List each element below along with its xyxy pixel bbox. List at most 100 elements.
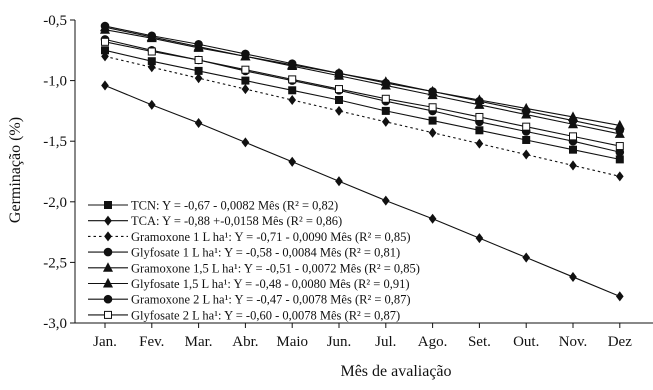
legend-marker (103, 294, 113, 304)
data-point (335, 176, 343, 187)
y-tick-label: -0,5 (43, 13, 67, 29)
series-line (104, 38, 620, 153)
data-point (522, 135, 531, 144)
data-point (335, 95, 343, 104)
x-tick-label: Set. (468, 334, 491, 350)
x-tick-label: Maio (276, 334, 308, 350)
series-2 (101, 80, 624, 302)
data-point (475, 138, 484, 149)
legend-label: Gramoxone 1 L ha¹: Y = -0,71 - 0,0090 Mê… (131, 230, 411, 244)
legend-marker (104, 231, 112, 242)
series-7 (100, 21, 625, 135)
series-line (104, 84, 621, 297)
data-point (194, 55, 203, 64)
series-line (104, 29, 620, 126)
data-point (241, 76, 250, 85)
x-tick-label: Nov. (559, 334, 588, 350)
y-tick-label: -1,0 (43, 74, 67, 90)
data-point (288, 94, 297, 106)
data-point (101, 51, 109, 62)
legend-marker (104, 215, 112, 226)
data-point (287, 59, 297, 68)
legend-marker (104, 201, 112, 209)
legend-item: TCN: Y = -0,67 - 0,0082 Mês (R² = 0,82) (88, 199, 338, 213)
x-tick-label: Dez (608, 334, 632, 350)
legend-label: Glyfosate 2 L ha¹: Y = -0,60 - 0,0078 Mê… (131, 308, 400, 322)
data-point (475, 233, 484, 244)
legend-label: Glyfosate 1 L ha¹: Y = -0,58 - 0,0084 Mê… (131, 246, 400, 260)
data-point (569, 271, 577, 282)
data-point (194, 39, 203, 49)
data-point (335, 105, 343, 116)
data-point (615, 291, 624, 302)
data-point (521, 106, 531, 116)
data-point (147, 47, 156, 56)
data-point (428, 213, 437, 224)
data-point (100, 21, 110, 31)
data-point (522, 149, 531, 160)
axes: -0,5 -1,0 -1,5 -2,0 -2,5 -3,0 Jan. Fev. Mar. Abr.… (43, 13, 653, 350)
legend-label: Gramoxone 1,5 L ha¹: Y = -0,51 - 0,0072 … (131, 261, 420, 275)
legend-label: Gramoxone 2 L ha¹: Y = -0,47 - 0,0078 Mê… (131, 293, 411, 307)
series-3 (101, 51, 624, 182)
data-point (381, 78, 391, 88)
data-point (241, 49, 250, 59)
y-tick-label: -2,5 (43, 255, 67, 271)
x-tick-label: Fev. (139, 334, 164, 350)
series-line (104, 26, 620, 135)
series-line (104, 25, 620, 131)
x-tick-label: Jun. (327, 334, 352, 350)
series-6 (99, 21, 625, 138)
legend-item: Gramoxone 2 L ha¹: Y = -0,47 - 0,0078 Mê… (88, 293, 411, 307)
data-point (615, 155, 624, 164)
data-point (334, 69, 344, 78)
data-point (615, 142, 624, 151)
y-tick-label: -1,5 (43, 134, 67, 150)
x-tick-label: Abr. (232, 334, 258, 350)
legend-item: TCA: Y = -0,88 +-0,0158 Mês (R² = 0,86) (88, 214, 342, 228)
data-point (428, 116, 437, 125)
legend-marker (104, 310, 112, 319)
series-1 (101, 46, 624, 164)
data-point (147, 99, 156, 110)
legend-label: TCN: Y = -0,67 - 0,0082 Mês (R² = 0,82) (131, 199, 338, 213)
y-tick-label: -2,0 (43, 195, 67, 211)
data-point (428, 127, 437, 138)
data-point (522, 252, 531, 263)
y-axis-title: Germinação (%) (7, 117, 24, 223)
legend-item: Glyfosate 1,5 L ha¹: Y = -0,48 - 0,0080 … (88, 277, 410, 291)
x-axis-title: Mês de avaliação (340, 363, 451, 380)
data-point (147, 62, 156, 73)
data-point (381, 106, 390, 115)
legend-item: Gramoxone 1 L ha¹: Y = -0,71 - 0,0090 Mê… (88, 230, 411, 244)
data-point (615, 171, 624, 182)
data-point (615, 125, 625, 135)
data-point (101, 37, 109, 46)
data-point (475, 126, 484, 135)
legend-marker (102, 262, 114, 272)
legend-label: TCA: Y = -0,88 +-0,0158 Mês (R² = 0,86) (131, 214, 342, 228)
data-point (381, 195, 390, 206)
data-point (381, 116, 390, 127)
data-point (194, 73, 203, 84)
series-8 (101, 37, 624, 151)
data-point (288, 86, 297, 95)
data-point (522, 122, 531, 131)
series-line (104, 41, 620, 147)
series-4 (100, 35, 625, 157)
x-tick-label: Out. (513, 334, 539, 350)
data-point (568, 116, 578, 125)
data-point (428, 103, 437, 112)
data-point (288, 156, 297, 167)
data-point (147, 31, 157, 41)
x-tick-label: Jul. (375, 334, 396, 350)
series-line (104, 55, 620, 177)
x-tick-label: Jan. (93, 334, 117, 350)
data-point (241, 65, 250, 74)
series-line (104, 49, 620, 160)
data-point (194, 117, 203, 129)
legend-item: Gramoxone 1,5 L ha¹: Y = -0,51 - 0,0072 … (88, 261, 420, 275)
data-point (569, 160, 577, 171)
data-point (475, 96, 484, 106)
